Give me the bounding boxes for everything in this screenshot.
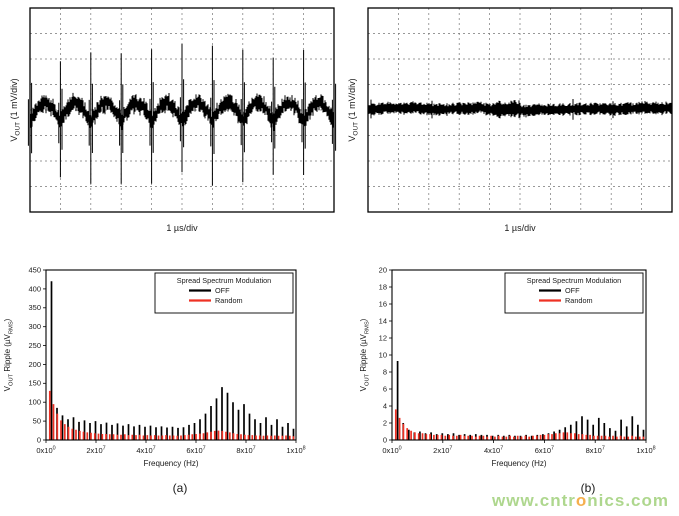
watermark-accent: o (575, 491, 588, 510)
legend-title: Spread Spectrum Modulation (527, 276, 622, 285)
watermark: www.cntronics.com (492, 491, 669, 511)
oscilloscope-panel-a: VOUT​ (1 mV/div) 1 µs/div (6, 4, 338, 241)
svg-text:50: 50 (33, 417, 41, 426)
svg-text:0: 0 (383, 435, 387, 444)
oscilloscope-trace-ssm-off: VOUT​ (1 mV/div) 1 µs/div (9, 7, 337, 233)
scope-y-axis-label: VOUT​ (1 mV/div) (9, 78, 22, 141)
svg-text:400: 400 (28, 284, 41, 293)
svg-text:18: 18 (379, 282, 387, 291)
scope-x-axis-label: 1 µs/div (166, 223, 198, 233)
watermark-prefix: www.cntr (492, 491, 576, 510)
caption-b: (b) (580, 481, 596, 495)
svg-text:450: 450 (28, 265, 41, 274)
legend-title: Spread Spectrum Modulation (177, 276, 272, 285)
spectrum-y-axis-label: VOUT​ Ripple (µVRMS​) (3, 318, 15, 391)
spectrum-panel-a: 0 50 100 150 200 250 300 350 400 450 0x100​ 2x107​ 4… (0, 258, 312, 475)
legend-item-label: Random (215, 296, 243, 305)
spectrum-y-axis-label: VOUT​ Ripple (µVRMS​) (359, 318, 371, 391)
svg-text:0x100​: 0x100​ (382, 446, 401, 455)
spectrum-panel-b: 0 2 4 6 8 10 12 14 16 18 20 0x100​ 2x107​ 4x107​ 6x107… (356, 258, 658, 475)
legend-box (504, 272, 644, 314)
svg-text:4: 4 (383, 401, 387, 410)
svg-text:8: 8 (383, 367, 387, 376)
svg-text:1x108​: 1x108​ (286, 446, 305, 455)
svg-text:6: 6 (383, 384, 387, 393)
ripple-spectrum-b: 0 2 4 6 8 10 12 14 16 18 20 0x100​ 2x107​ 4x107​ 6x107… (359, 265, 656, 468)
svg-text:6x107​: 6x107​ (186, 446, 205, 455)
svg-text:8x107​: 8x107​ (236, 446, 255, 455)
svg-text:2: 2 (383, 418, 387, 427)
legend-item-label: OFF (215, 286, 230, 295)
svg-text:4x107​: 4x107​ (136, 446, 155, 455)
oscilloscope-trace-ssm-random: VOUT​ (1 mV/div) 1 µs/div (347, 7, 673, 233)
svg-text:300: 300 (28, 322, 41, 331)
svg-text:6x107​: 6x107​ (535, 446, 554, 455)
spectrum-x-axis-label: Frequency (Hz) (491, 459, 546, 468)
svg-text:250: 250 (28, 341, 41, 350)
svg-text:20: 20 (379, 265, 387, 274)
svg-text:2x107​: 2x107​ (86, 446, 105, 455)
svg-text:0: 0 (37, 435, 41, 444)
svg-text:0x100​: 0x100​ (36, 446, 55, 455)
svg-text:200: 200 (28, 360, 41, 369)
scope-y-axis-label: VOUT​ (1 mV/div) (347, 78, 360, 141)
legend-item-label: OFF (565, 286, 580, 295)
svg-text:4x107​: 4x107​ (484, 446, 503, 455)
svg-text:10: 10 (379, 350, 387, 359)
spectrum-x-axis-label: Frequency (Hz) (143, 459, 198, 468)
scope-x-axis-label: 1 µs/div (504, 223, 536, 233)
legend-box (154, 272, 294, 314)
legend-item-label: Random (565, 296, 593, 305)
watermark-suffix: nics.com (587, 491, 669, 510)
svg-text:14: 14 (379, 316, 387, 325)
svg-text:2x107​: 2x107​ (433, 446, 452, 455)
svg-text:100: 100 (28, 398, 41, 407)
svg-text:350: 350 (28, 303, 41, 312)
svg-text:8x107​: 8x107​ (586, 446, 605, 455)
ripple-spectrum-a: 0 50 100 150 200 250 300 350 400 450 0x100​ 2x107​ 4… (3, 265, 306, 468)
svg-text:1x108​: 1x108​ (636, 446, 655, 455)
svg-text:12: 12 (379, 333, 387, 342)
oscilloscope-panel-b: VOUT​ (1 mV/div) 1 µs/div (344, 4, 676, 241)
svg-text:150: 150 (28, 379, 41, 388)
caption-a: (a) (172, 481, 188, 495)
svg-text:16: 16 (379, 299, 387, 308)
